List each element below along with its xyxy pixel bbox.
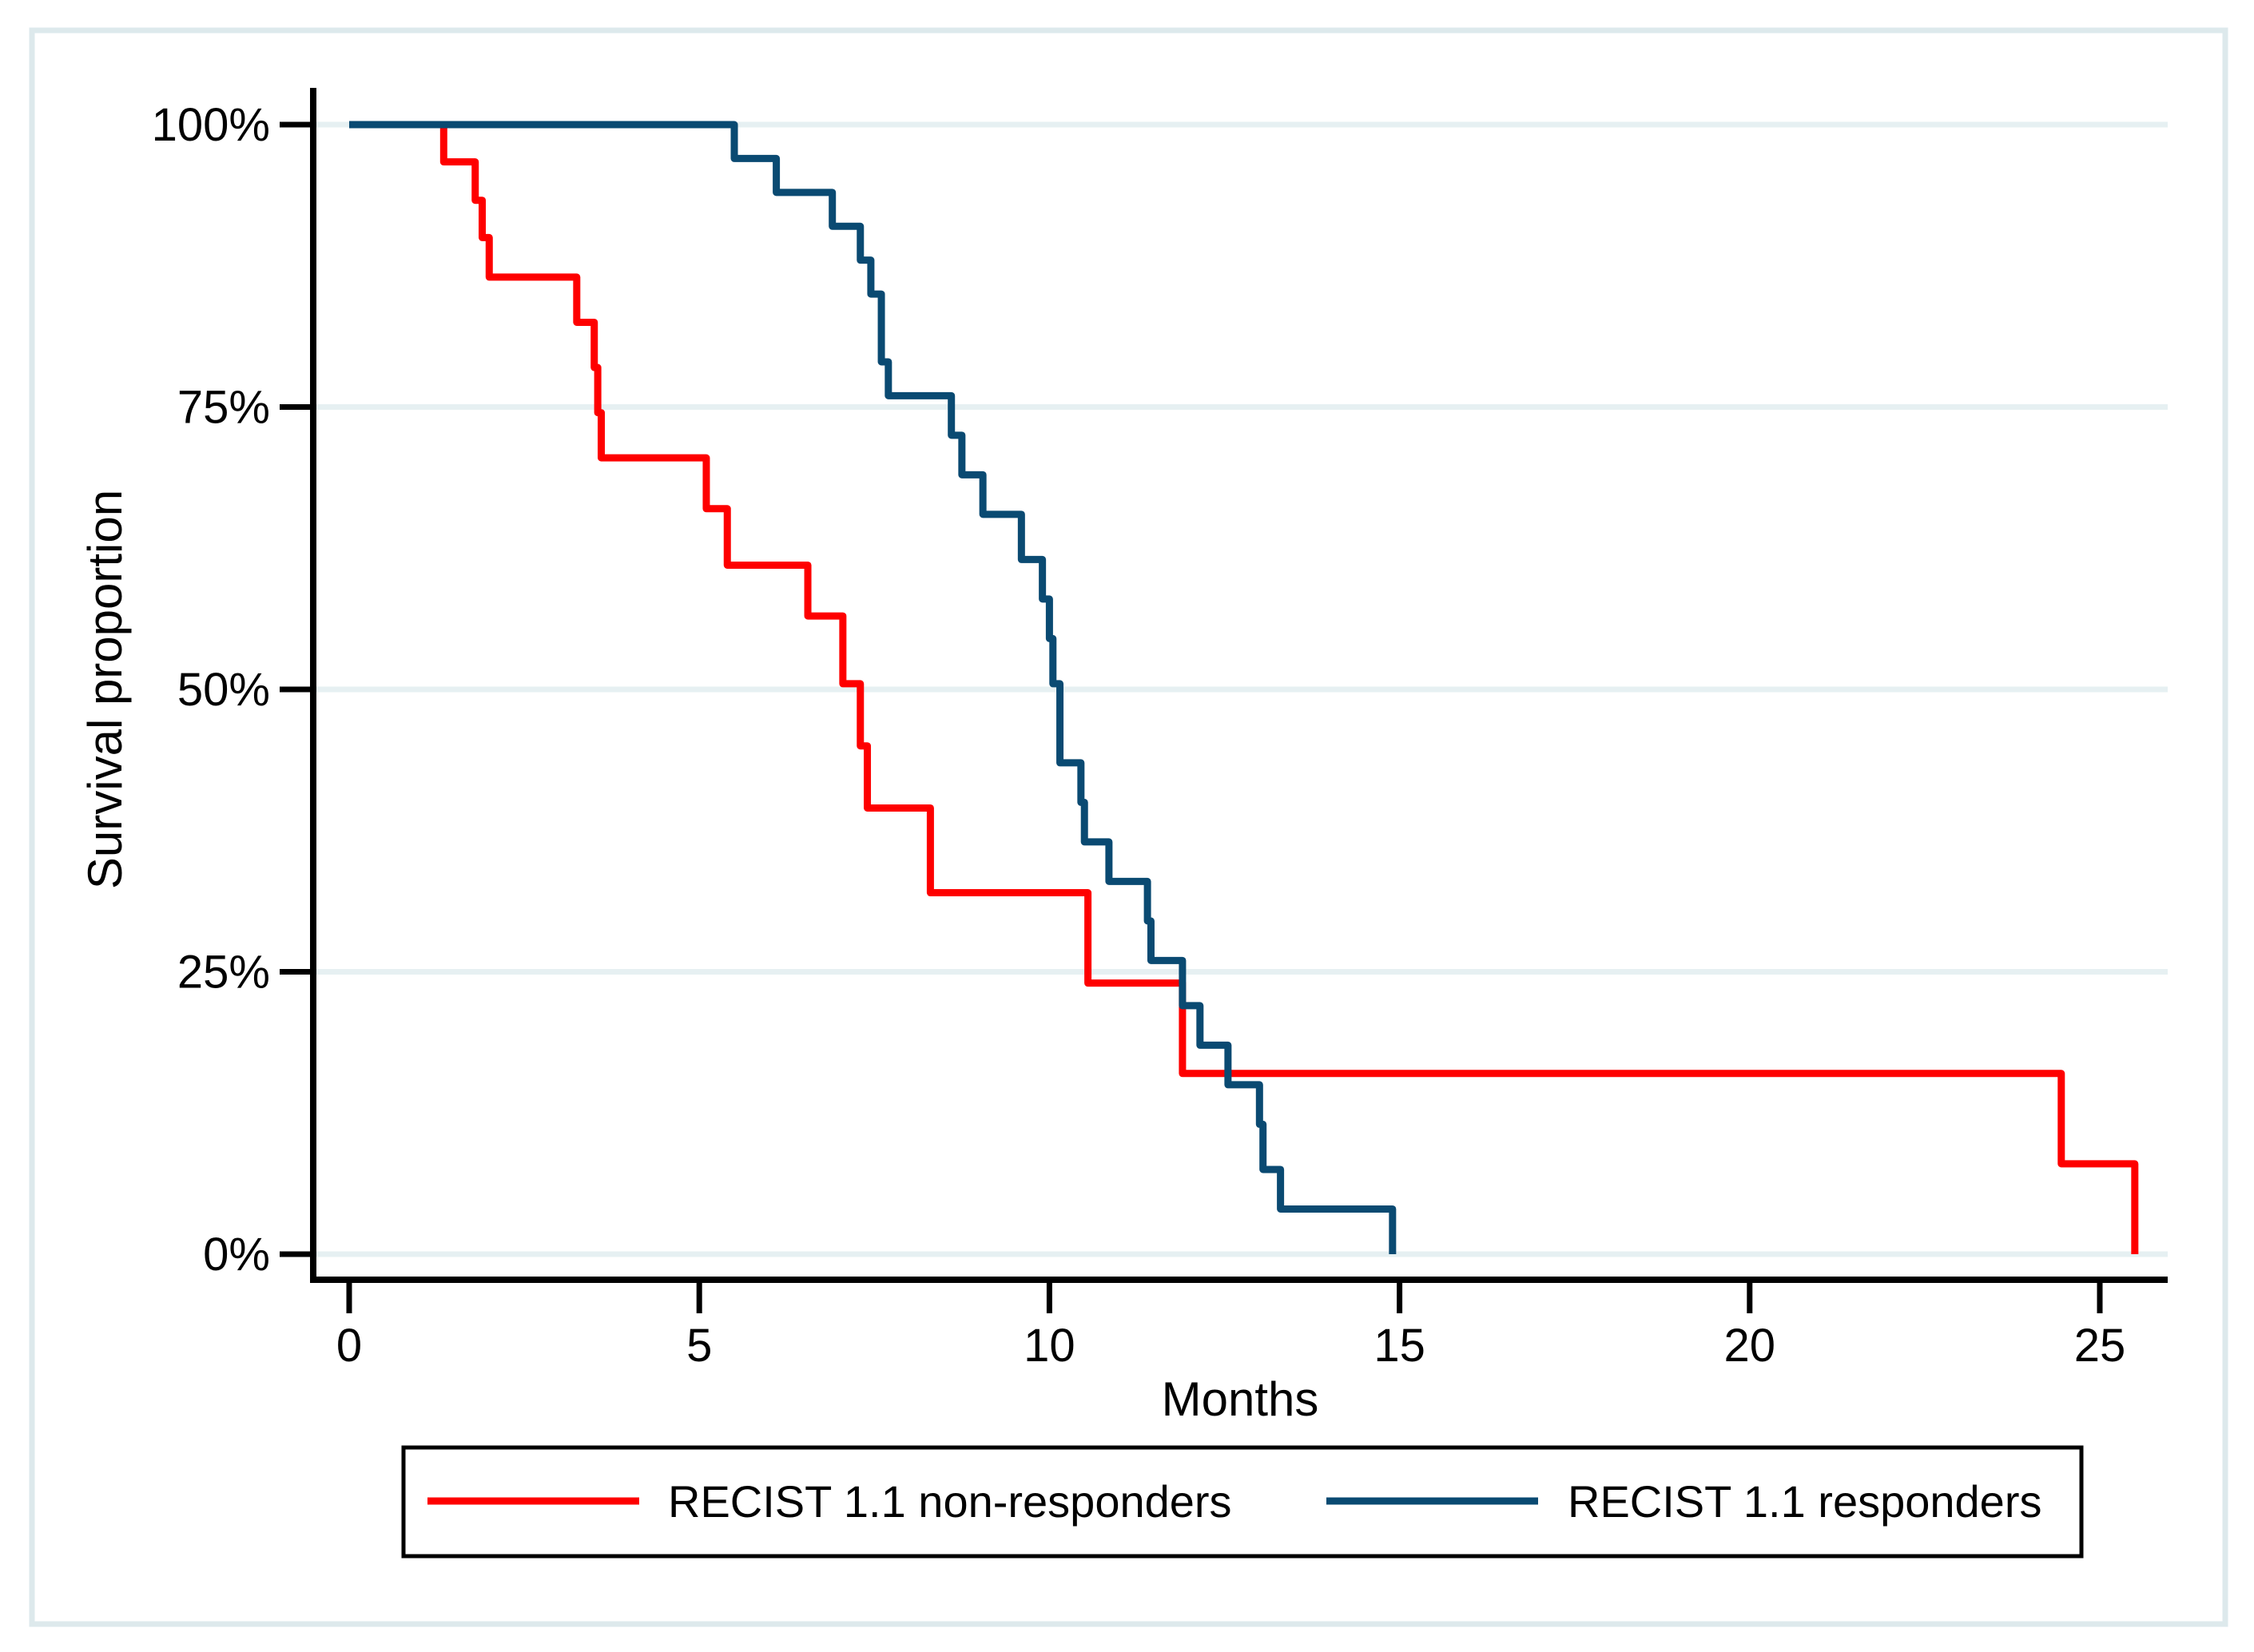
- x-tick-label-15: 15: [1373, 1320, 1425, 1372]
- gridlines: [316, 121, 2168, 1257]
- tick-labels: 100% 75% 50% 25% 0% 0 5 10 15 20 25: [152, 99, 2126, 1372]
- x-tick-label-5: 5: [686, 1320, 712, 1372]
- y-tick-label-0: 0%: [203, 1229, 270, 1281]
- legend-label-responders: RECIST 1.1 responders: [1568, 1476, 2041, 1527]
- legend: RECIST 1.1 non-responders RECIST 1.1 res…: [401, 1445, 2084, 1559]
- y-tick-label-25: 25%: [177, 947, 270, 999]
- y-tick-label-50: 50%: [177, 664, 270, 716]
- legend-box: [401, 1445, 2084, 1559]
- curve-non-responders: [349, 121, 2139, 1254]
- curve-responders: [349, 121, 1397, 1254]
- x-tick-label-20: 20: [1724, 1320, 1776, 1372]
- legend-label-non-responders: RECIST 1.1 non-responders: [668, 1476, 1232, 1527]
- axes: [280, 88, 2168, 1313]
- x-tick-label-10: 10: [1024, 1320, 1075, 1372]
- survival-curves: [349, 121, 2139, 1254]
- x-tick-label-0: 0: [336, 1320, 362, 1372]
- x-axis-title: Months: [1162, 1372, 1319, 1426]
- y-axis-title: Survival proportion: [78, 490, 132, 889]
- y-tick-label-100: 100%: [152, 99, 270, 151]
- x-tick-label-25: 25: [2074, 1320, 2126, 1372]
- y-tick-label-75: 75%: [177, 382, 270, 434]
- figure-frame: [29, 27, 2228, 1627]
